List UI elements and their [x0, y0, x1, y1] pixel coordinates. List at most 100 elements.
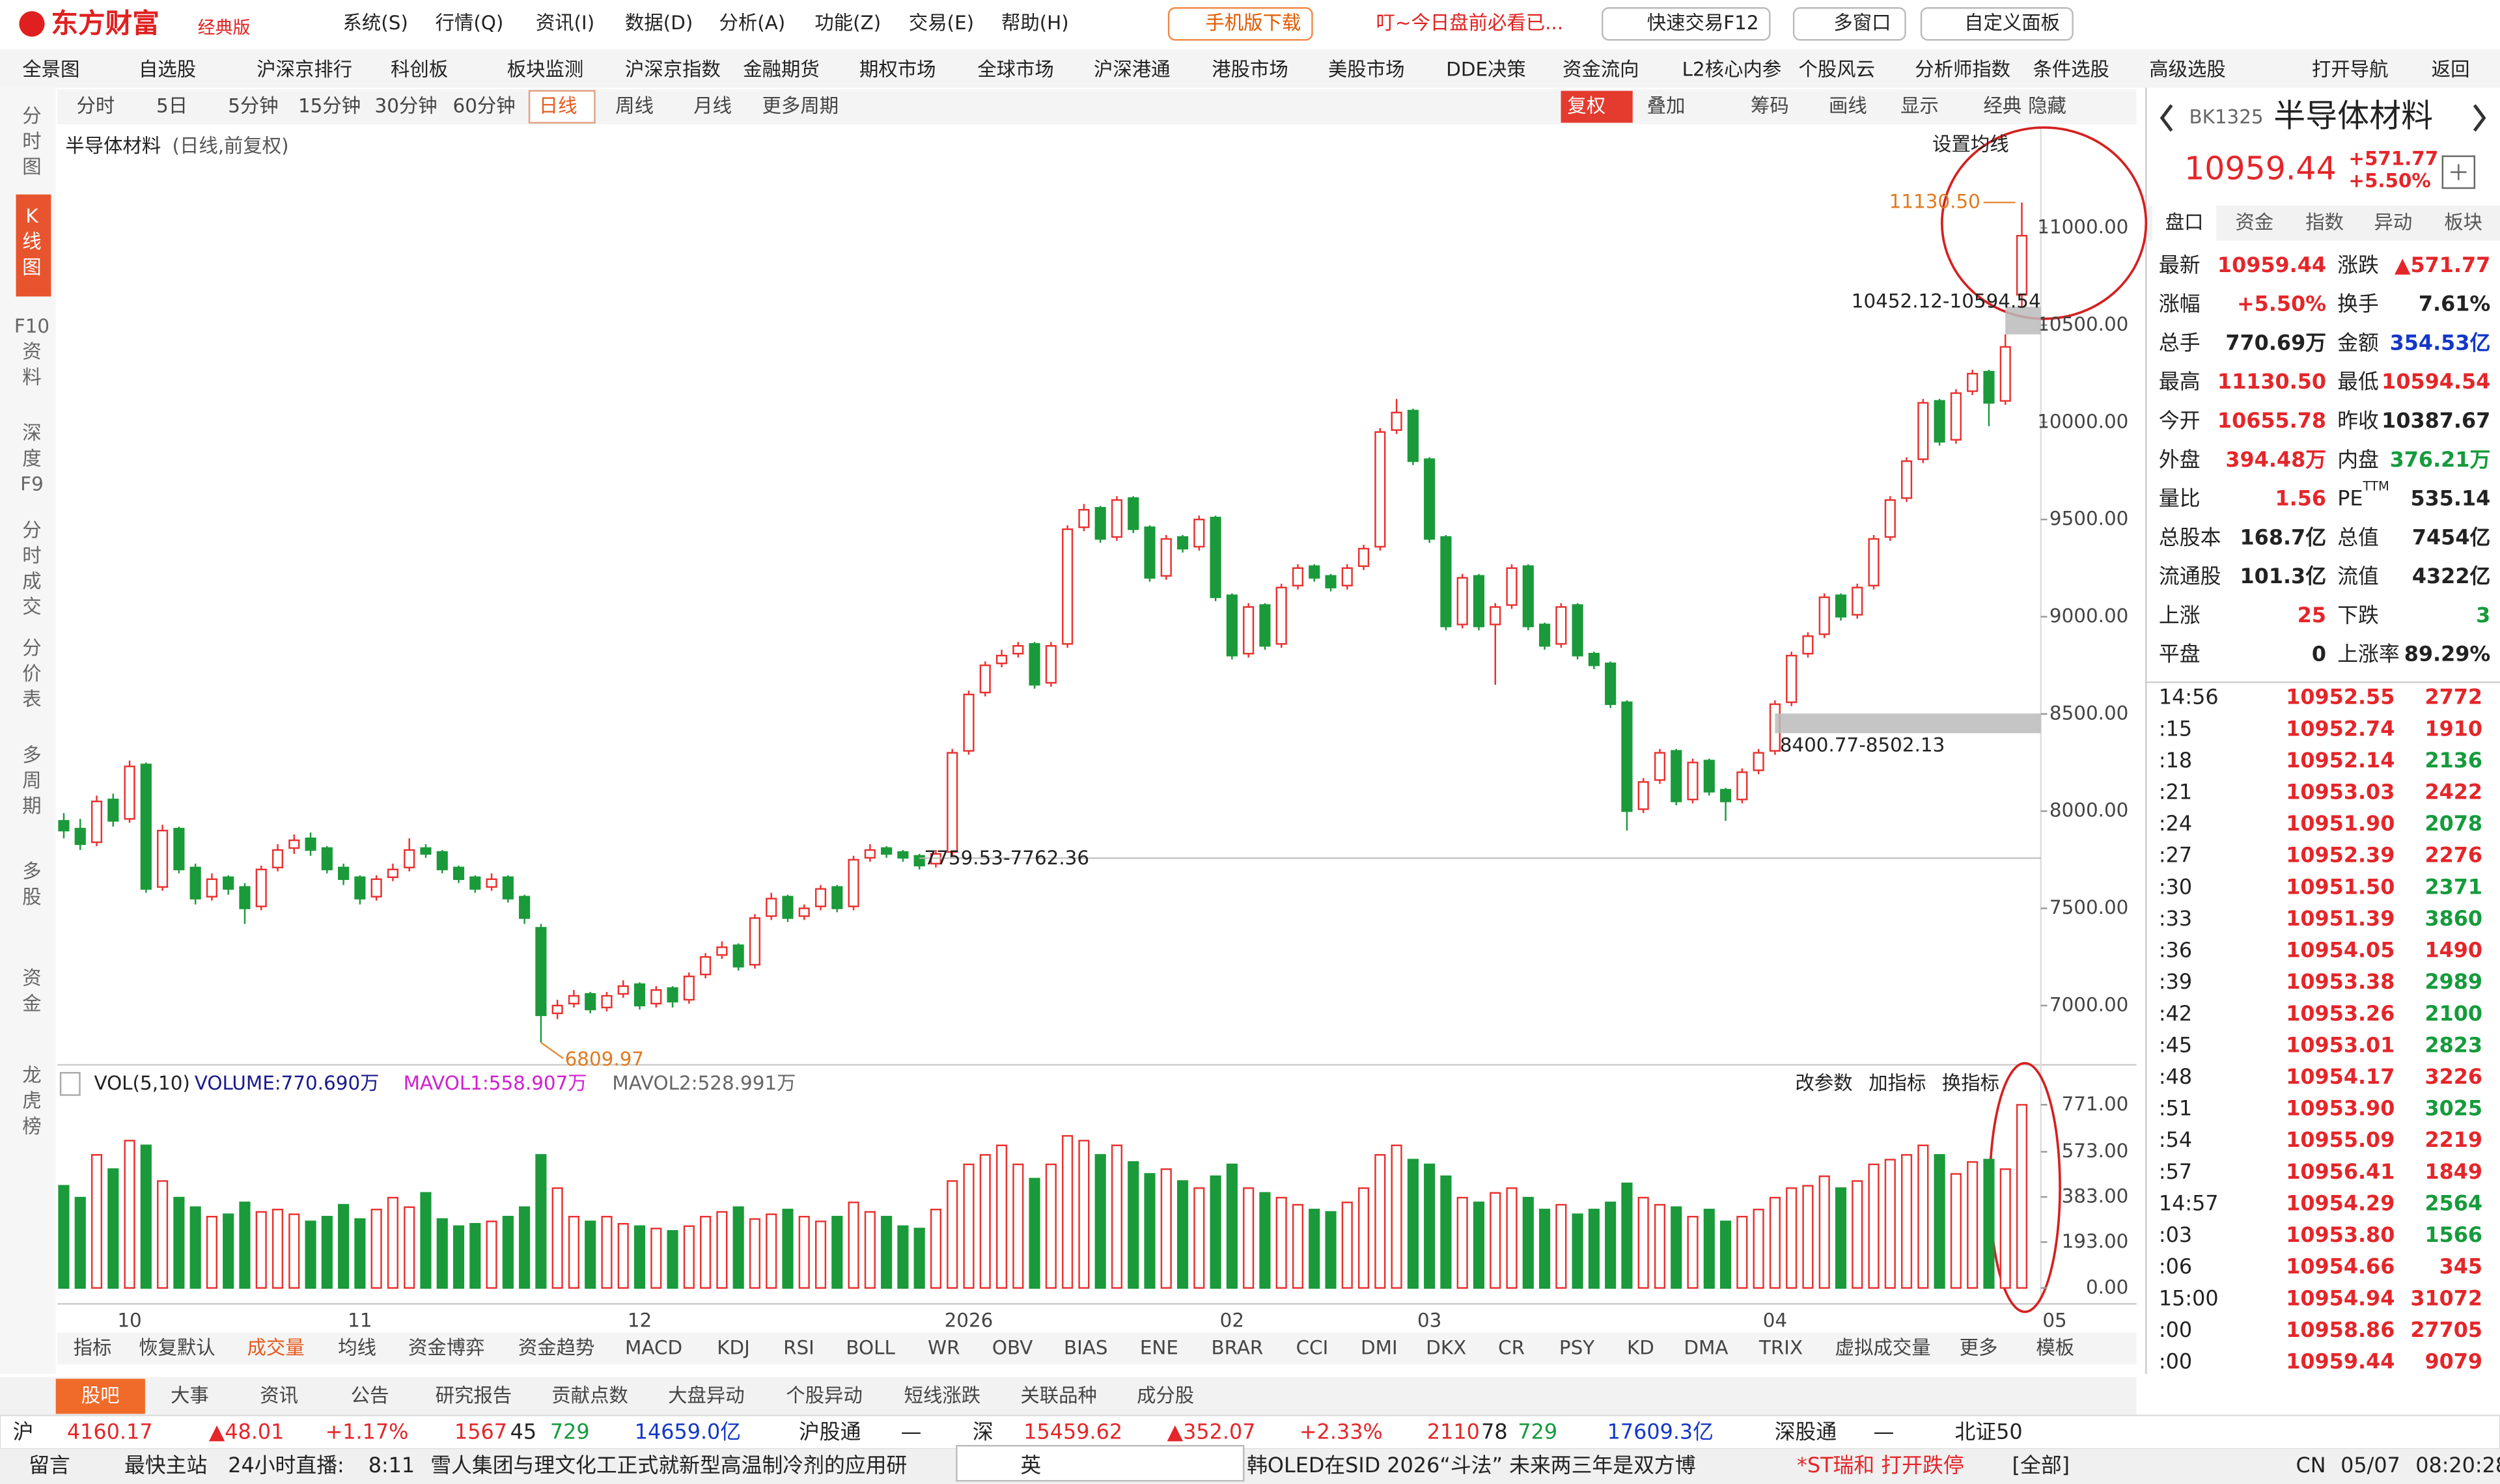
nav-item[interactable]: 板块监测 [507, 58, 584, 80]
indicator-tab[interactable]: DMA [1684, 1336, 1728, 1358]
period-tab[interactable]: 周线 [615, 95, 654, 117]
indicator-tab[interactable]: CCI [1296, 1336, 1329, 1358]
tool-button[interactable]: 复权 [1567, 95, 1605, 117]
indicator-tab[interactable]: 虚拟成交量 [1835, 1336, 1931, 1358]
nav-item[interactable]: 金融期货 [743, 58, 820, 80]
indicator-tab[interactable]: WR [928, 1336, 960, 1358]
period-tab[interactable]: 日线 [539, 95, 577, 117]
period-tab[interactable]: 30分钟 [375, 95, 438, 117]
menu-item[interactable]: 交易(E) [909, 12, 974, 34]
add-button[interactable] [2441, 155, 2476, 189]
indicator-tab[interactable]: 成交量 [247, 1336, 305, 1358]
period-tab[interactable]: 5日 [156, 95, 188, 117]
quote-tab[interactable]: 板块 [2444, 211, 2482, 233]
sidebar-tab[interactable]: K 线图 [22, 205, 41, 278]
nav-item[interactable]: 资金流向 [1562, 58, 1639, 80]
nav-item[interactable]: 个股风云 [1798, 58, 1875, 80]
quote-tab[interactable]: 资金 [2235, 211, 2273, 233]
quote-tab[interactable]: 盘口 [2165, 211, 2204, 233]
sidebar-tab[interactable]: 资金 [22, 967, 41, 1014]
indicator-tab[interactable]: 更多 [1960, 1336, 1998, 1358]
sidebar-tab[interactable]: 多周期 [22, 743, 41, 816]
tool-button[interactable]: 筹码 [1751, 95, 1789, 117]
quick-trade-button[interactable] [1602, 7, 1771, 41]
bottom-tab[interactable]: 公告 [351, 1384, 389, 1407]
indicator-tab[interactable]: 恢复默认 [139, 1336, 215, 1358]
nav-item[interactable]: 全景图 [22, 58, 79, 80]
indicator-tab[interactable]: MACD [625, 1336, 682, 1358]
indicator-tab[interactable]: TRIX [1758, 1336, 1803, 1358]
bottom-tab[interactable]: 短线涨跌 [904, 1384, 981, 1407]
volume-action[interactable]: 加指标 [1868, 1072, 1926, 1094]
indicator-tab[interactable]: 均线 [338, 1336, 376, 1358]
multi-window-button[interactable] [1792, 7, 1906, 41]
bottom-tab[interactable]: 资讯 [260, 1384, 298, 1407]
bottom-tab[interactable]: 股吧 [81, 1384, 120, 1407]
volume-action[interactable]: 改参数 [1796, 1072, 1853, 1094]
nav-arrows[interactable] [2160, 104, 2486, 132]
sidebar-tab[interactable]: 深度 F9 [20, 422, 44, 495]
indicator-tab[interactable]: BOLL [846, 1336, 895, 1358]
menu-item[interactable]: 帮助(H) [1001, 12, 1069, 34]
nav-item[interactable]: 条件选股 [2033, 58, 2109, 80]
nav-item[interactable]: DDE决策 [1446, 58, 1526, 80]
bottom-tab[interactable]: 关联品种 [1020, 1384, 1097, 1407]
tool-button[interactable]: 经典 [1984, 95, 2022, 117]
indicator-tab[interactable]: DKX [1426, 1336, 1466, 1358]
nav-item[interactable]: 分析师指数 [1915, 58, 2010, 80]
tool-button[interactable]: 隐藏 [2028, 95, 2066, 117]
indicator-tab[interactable]: ENE [1140, 1336, 1178, 1358]
sidebar-tab[interactable]: 分时成交 [22, 519, 41, 618]
nav-item[interactable]: 沪深京排行 [257, 58, 352, 80]
nav-item[interactable]: 高级选股 [2149, 58, 2226, 80]
indicator-tab[interactable]: KDJ [717, 1336, 750, 1358]
tool-button[interactable]: 画线 [1829, 95, 1867, 117]
quote-tab[interactable]: 指数 [2305, 211, 2344, 233]
bottom-tab[interactable]: 大盘异动 [668, 1384, 745, 1407]
quick-trade[interactable]: 快速交易F12 [1647, 12, 1759, 34]
period-tab[interactable]: 更多周期 [762, 95, 839, 117]
sidebar-tab[interactable]: 分价表 [22, 637, 41, 709]
menu-item[interactable]: 数据(D) [625, 12, 693, 34]
tool-button[interactable]: 显示 [1900, 95, 1939, 117]
nav-item[interactable]: 美股市场 [1328, 58, 1405, 80]
ma-setting[interactable]: 设置均线 [1932, 133, 2009, 155]
indicator-tab[interactable]: KD [1627, 1336, 1654, 1358]
period-tab[interactable]: 15分钟 [298, 95, 361, 117]
indicator-tab[interactable]: RSI [783, 1336, 814, 1358]
indicator-tab[interactable]: DMI [1361, 1336, 1398, 1358]
tool-button[interactable]: 叠加 [1647, 95, 1686, 117]
period-tab[interactable]: 分时 [77, 95, 115, 117]
mobile-button[interactable] [1167, 7, 1313, 41]
sidebar-tab[interactable]: 多股 [22, 860, 41, 907]
sidebar-tab[interactable]: 龙虎榜 [22, 1064, 41, 1137]
volume-action[interactable]: 换指标 [1942, 1072, 1999, 1094]
period-tab[interactable]: 60分钟 [453, 95, 516, 117]
menu-item[interactable]: 分析(A) [719, 12, 785, 34]
bottom-tab[interactable]: 个股异动 [786, 1384, 863, 1407]
bottom-tab[interactable]: 贡献点数 [551, 1384, 628, 1407]
menu-item[interactable]: 资讯(I) [536, 12, 594, 34]
indicator-tab[interactable]: CR [1498, 1336, 1525, 1358]
menu-item[interactable]: 行情(Q) [436, 12, 504, 34]
indicator-tab[interactable]: 资金趋势 [518, 1336, 595, 1358]
nav-item[interactable]: 港股市场 [1212, 58, 1288, 80]
indicator-tab[interactable]: BIAS [1064, 1336, 1108, 1358]
nav-item[interactable]: 全球市场 [977, 58, 1054, 80]
quote-tab[interactable]: 异动 [2374, 211, 2413, 233]
bottom-tab[interactable]: 成分股 [1137, 1384, 1194, 1407]
bottom-tab[interactable]: 大事 [171, 1384, 209, 1407]
indicator-tab[interactable]: 模板 [2036, 1336, 2074, 1358]
mobile-download[interactable]: 手机版下载 [1205, 12, 1301, 34]
indicator-tab[interactable]: PSY [1559, 1336, 1594, 1358]
sidebar-tab[interactable]: F10 资料 [14, 315, 49, 388]
nav-item[interactable]: 自选股 [139, 58, 196, 80]
notice[interactable]: 叮~今日盘前必看已... [1376, 12, 1563, 34]
indicator-tab[interactable]: 指标 [74, 1336, 112, 1358]
indicator-tab[interactable]: OBV [992, 1336, 1033, 1358]
indicator-tab[interactable]: 资金博弈 [408, 1336, 485, 1358]
nav-item[interactable]: 打开导航 [2312, 58, 2389, 80]
nav-item[interactable]: 期权市场 [859, 58, 936, 80]
custom-board[interactable]: 自定义面板 [1964, 12, 2060, 34]
menu-item[interactable]: 系统(S) [343, 12, 408, 34]
